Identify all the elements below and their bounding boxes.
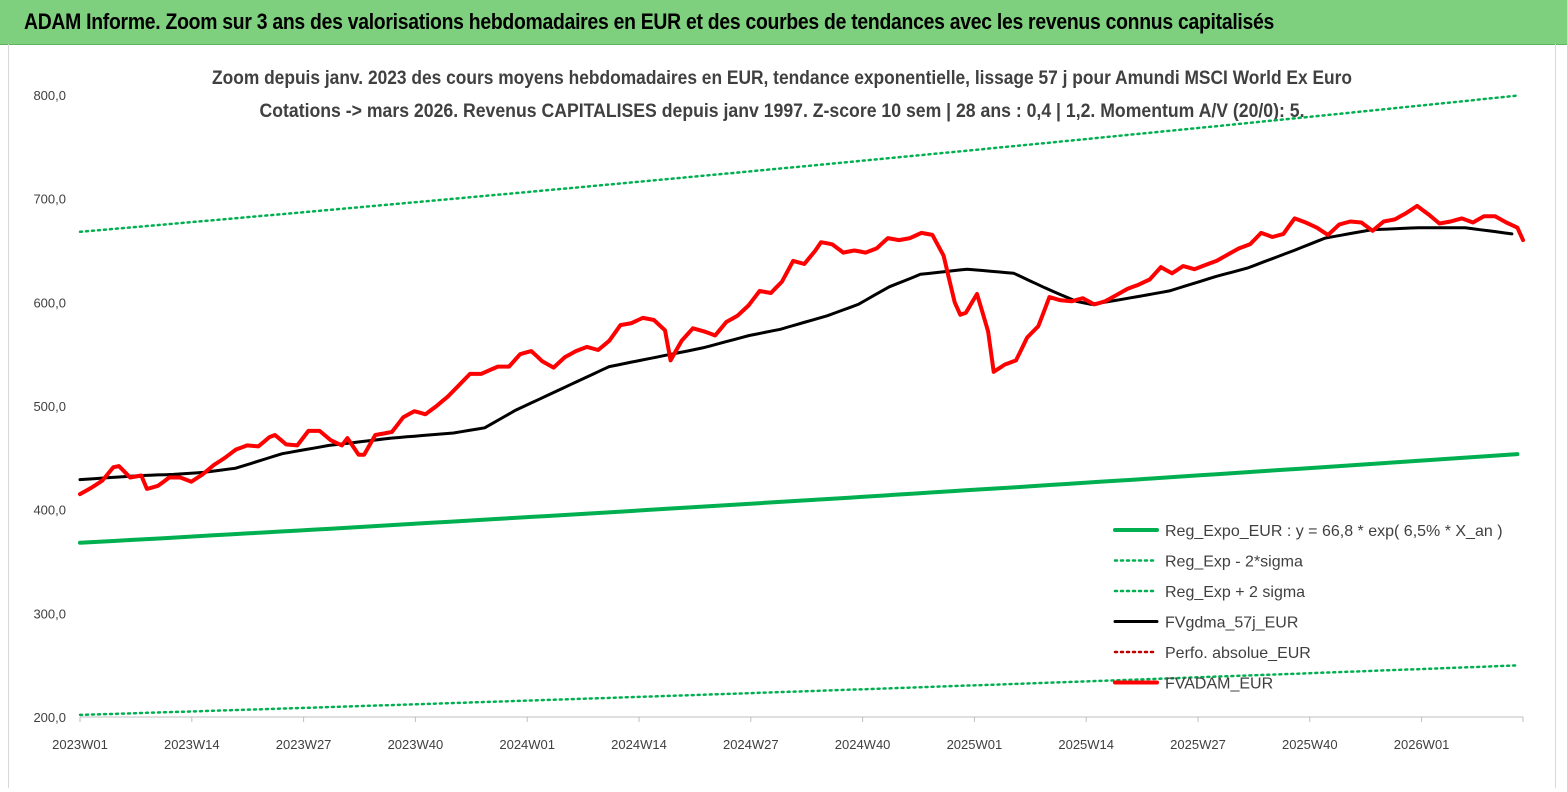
report-title: ADAM Informe. Zoom sur 3 ans des valoris… <box>24 9 1275 34</box>
y-tick-label: 500,0 <box>33 399 66 414</box>
x-tick-label: 2024W27 <box>723 737 779 752</box>
chart-title-line-1: Zoom depuis janv. 2023 des cours moyens … <box>212 68 1352 89</box>
x-tick-label: 2023W40 <box>388 737 444 752</box>
x-tick-label: 2025W14 <box>1058 737 1114 752</box>
title-background <box>205 62 1360 126</box>
legend-label: FVADAM_EUR <box>1165 676 1273 693</box>
x-tick-label: 2026W01 <box>1394 737 1450 752</box>
x-tick-label: 2024W40 <box>835 737 891 752</box>
plot-area <box>78 94 1525 717</box>
fvadam-line <box>78 203 1525 497</box>
x-tick-label: 2024W14 <box>611 737 667 752</box>
y-tick-label: 700,0 <box>33 192 66 207</box>
x-tick-label: 2024W01 <box>499 737 555 752</box>
legend-label: FVgdma_57j_EUR <box>1165 615 1298 632</box>
x-tick-label: 2023W14 <box>164 737 220 752</box>
x-tick-label: 2023W01 <box>52 737 108 752</box>
upper-band-line <box>78 94 1519 234</box>
x-tick-label: 2025W27 <box>1170 737 1226 752</box>
y-tick-label: 600,0 <box>33 295 66 310</box>
report-banner: ADAM Informe. Zoom sur 3 ans des valoris… <box>0 0 1567 45</box>
y-tick-label: 400,0 <box>33 503 66 518</box>
chart-title-line-2: Cotations -> mars 2026. Revenus CAPITALI… <box>260 101 1305 122</box>
y-tick-label: 200,0 <box>33 710 66 725</box>
legend-label: Reg_Exp - 2*sigma <box>1165 554 1303 571</box>
legend-label: Reg_Exp + 2 sigma <box>1165 584 1305 601</box>
axes: 800,0 700,0 600,0 500,0 400,0 300,0 200,0 2023W… <box>33 88 1524 752</box>
legend-label: Reg_Expo_EUR : y = 66,8 * exp( 6,5% * X_… <box>1165 523 1503 540</box>
x-tick-label: 2023W27 <box>276 737 332 752</box>
legend: Reg_Expo_EUR : y = 66,8 * exp( 6,5% * X_… <box>1113 523 1503 693</box>
smoothed-line <box>78 226 1514 482</box>
x-tick-label: 2025W40 <box>1282 737 1338 752</box>
y-tick-label: 300,0 <box>33 606 66 621</box>
regression-line <box>78 452 1520 545</box>
y-tick-label: 800,0 <box>33 88 66 103</box>
lower-band-line <box>78 664 1519 717</box>
chart-frame <box>8 44 1556 788</box>
x-tick-label: 2025W01 <box>947 737 1003 752</box>
legend-label: Perfo. absolue_EUR <box>1165 645 1311 662</box>
